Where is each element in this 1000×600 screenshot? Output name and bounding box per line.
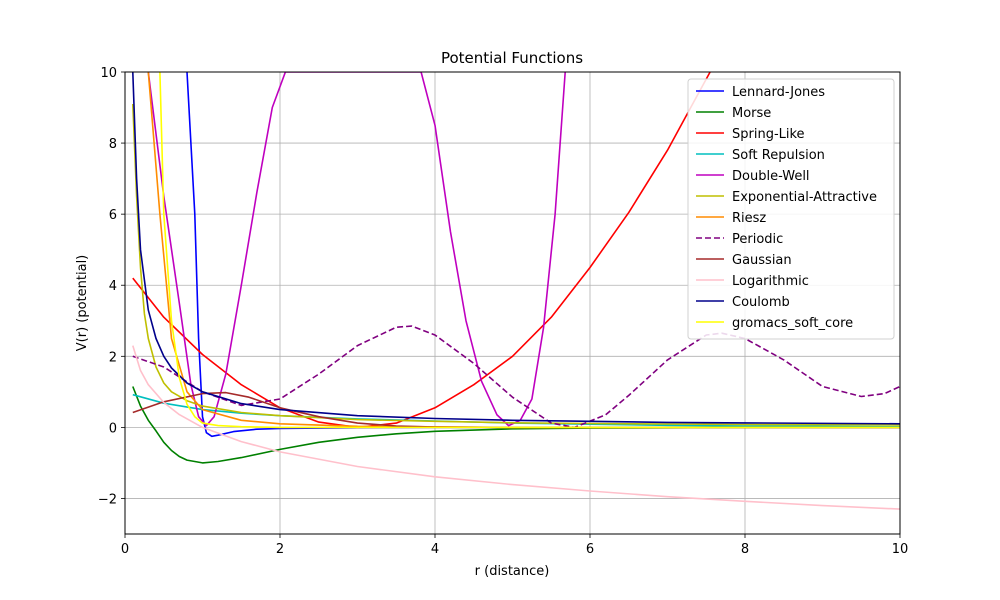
- legend-label: Coulomb: [732, 295, 790, 310]
- series-line-periodic: [132, 325, 900, 429]
- plot-frame: [124, 71, 901, 535]
- legend-label: Morse: [732, 106, 771, 121]
- legend-box: [687, 78, 895, 340]
- x-tick-label: 4: [431, 542, 439, 557]
- series-line-double-well: [147, 72, 566, 427]
- x-tick-label: 8: [741, 542, 749, 557]
- x-tick-label: 6: [586, 542, 594, 557]
- series-line-exponential-attractive: [132, 103, 900, 426]
- y-tick-label: 8: [109, 137, 117, 152]
- legend-label: Periodic: [732, 232, 783, 247]
- y-tick-label: 2: [109, 350, 117, 365]
- series-layer: [132, 72, 900, 510]
- x-tick-label: 10: [892, 542, 909, 557]
- y-tick-label: −2: [98, 492, 117, 507]
- x-tick-label: 0: [121, 542, 129, 557]
- y-axis: −2 0 2 4 6 8 10: [98, 66, 125, 507]
- series-line-logarithmic: [132, 345, 900, 510]
- legend-label: Double-Well: [732, 169, 810, 184]
- series-line-morse: [132, 386, 900, 464]
- y-axis-label: V(r) (potential): [75, 255, 90, 351]
- y-tick-label: 10: [100, 66, 117, 81]
- y-tick-label: 0: [109, 421, 117, 436]
- x-axis-label: r (distance): [475, 564, 550, 579]
- y-tick-label: 6: [109, 208, 117, 223]
- legend-label: Lennard-Jones: [732, 85, 825, 100]
- series-line-gromacs-soft-core: [159, 72, 900, 429]
- legend-label: Logarithmic: [732, 274, 809, 289]
- chart-title: Potential Functions: [441, 49, 583, 67]
- y-tick-label: 4: [109, 279, 117, 294]
- legend-label: Soft Repulsion: [732, 148, 825, 163]
- x-tick-label: 2: [276, 542, 284, 557]
- series-line-coulomb: [132, 72, 900, 425]
- legend-label: Spring-Like: [732, 127, 805, 142]
- legend-label: Exponential-Attractive: [732, 190, 877, 205]
- series-line-spring-like: [132, 72, 711, 429]
- legend-label: gromacs_soft_core: [732, 316, 853, 331]
- x-axis: 0 2 4 6 8 10: [121, 534, 908, 557]
- legend-label: Riesz: [732, 211, 766, 226]
- legend: Lennard-Jones Morse Spring-Like Soft Repuls…: [687, 78, 895, 340]
- legend-label: Gaussian: [732, 253, 792, 268]
